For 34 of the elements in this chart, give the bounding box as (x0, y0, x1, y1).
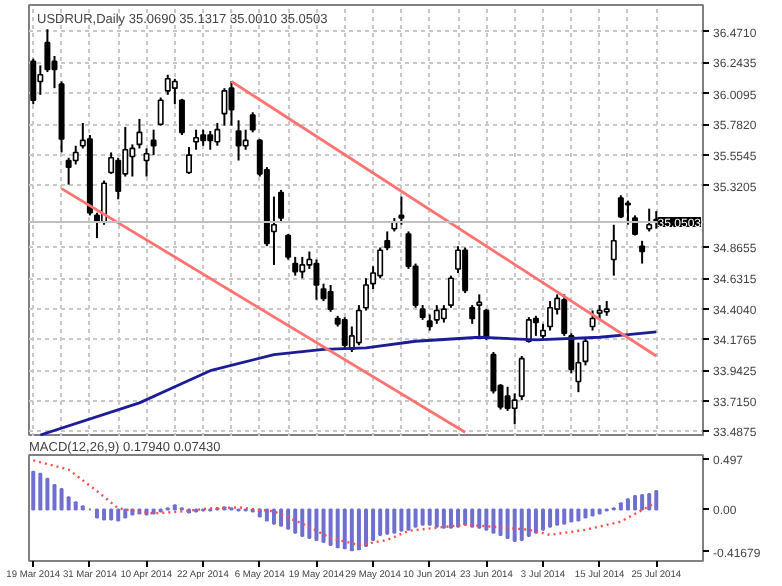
candlestick (214, 121, 221, 147)
candlestick (193, 128, 200, 151)
candlestick (547, 300, 554, 332)
candlestick (299, 255, 306, 280)
candlestick (235, 119, 242, 162)
candlestick (164, 73, 171, 96)
candlestick (532, 314, 539, 337)
candlestick (292, 255, 299, 277)
candlestick (433, 304, 440, 325)
candlestick (327, 284, 334, 313)
candlestick (157, 96, 164, 127)
candlestick (221, 87, 228, 127)
candlestick (285, 233, 292, 261)
line-series (32, 459, 658, 547)
candlestick (207, 130, 214, 151)
candlestick (575, 341, 582, 394)
candlestick (30, 57, 37, 106)
line-series (38, 330, 658, 436)
candlestick (639, 239, 646, 265)
candlestick (228, 80, 235, 127)
candlestick (249, 111, 256, 134)
candlestick (398, 195, 405, 226)
candlestick (150, 128, 157, 157)
candlestick (462, 246, 469, 295)
candlestick (313, 258, 320, 301)
candlestick (186, 146, 192, 175)
candlestick (476, 293, 483, 337)
candlestick (136, 117, 143, 150)
candlestick (384, 230, 391, 252)
candlestick (646, 207, 653, 233)
candlestick (341, 316, 348, 351)
candlestick (242, 128, 249, 151)
candlestick (610, 223, 617, 277)
candlestick (589, 309, 596, 332)
